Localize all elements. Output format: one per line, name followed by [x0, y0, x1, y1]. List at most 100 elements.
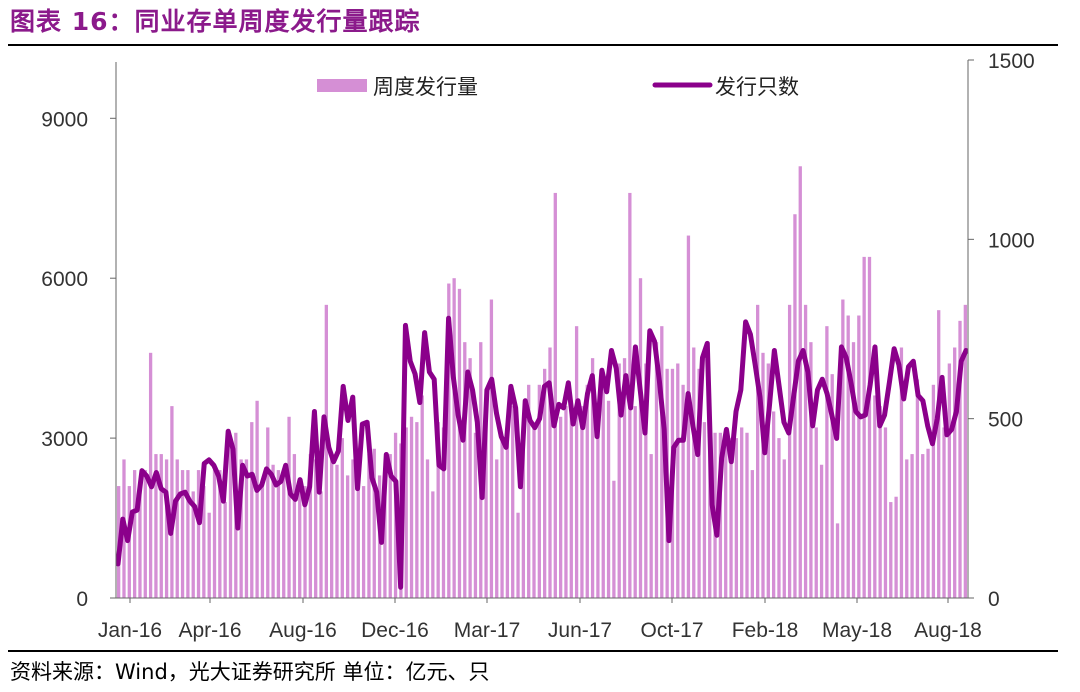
bar: [356, 480, 360, 598]
bar: [143, 470, 147, 598]
bar: [740, 427, 744, 598]
bar: [606, 400, 611, 598]
bar: [867, 256, 872, 598]
bar: [756, 304, 760, 598]
bar: [878, 406, 882, 598]
bar: [148, 352, 153, 598]
bar: [761, 352, 765, 598]
x-tick-label: Dec-16: [361, 619, 429, 642]
bar: [686, 235, 691, 598]
bar: [159, 454, 163, 598]
bar: [798, 166, 802, 598]
bar: [692, 347, 696, 598]
bar: [580, 406, 584, 598]
bar: [910, 454, 914, 598]
bar: [191, 491, 195, 598]
bar: [298, 480, 302, 598]
bar: [793, 214, 797, 599]
bar: [777, 438, 781, 598]
bar: [452, 278, 456, 598]
bar: [660, 326, 664, 598]
bar: [431, 491, 435, 598]
left-tick-label: 9000: [41, 108, 88, 131]
bar: [473, 432, 478, 598]
bar: [851, 342, 856, 598]
x-tick-label: Aug-18: [914, 619, 982, 642]
source-note: 资料来源：Wind，光大证券研究所 单位：亿元、只: [10, 660, 490, 684]
bar: [521, 422, 526, 598]
bar: [883, 427, 888, 598]
bar: [889, 502, 893, 598]
bar: [617, 363, 621, 598]
bar: [537, 384, 541, 598]
bar: [633, 406, 637, 598]
bar: [132, 470, 137, 598]
bar: [724, 432, 728, 598]
bar: [202, 486, 206, 598]
bar: [255, 400, 259, 598]
bar: [351, 459, 355, 598]
bar: [218, 470, 222, 598]
line-series: [115, 315, 969, 590]
bar: [207, 512, 211, 598]
bar: [282, 470, 286, 598]
bar: [276, 470, 281, 598]
bar: [553, 192, 557, 599]
bar: [681, 384, 685, 598]
bar: [489, 299, 494, 598]
bar: [409, 416, 414, 598]
bar: [873, 395, 877, 598]
bar: [803, 304, 808, 598]
left-tick-label: 0: [76, 588, 88, 611]
bar: [676, 363, 680, 598]
x-tick-label: Mar-17: [454, 619, 521, 642]
bar: [361, 486, 366, 598]
bar: [324, 304, 328, 598]
bar: [383, 486, 387, 598]
bar: [420, 395, 424, 598]
bar: [287, 416, 291, 598]
bar: [457, 288, 462, 598]
bar: [340, 438, 344, 598]
bar: [697, 368, 701, 598]
bar: [164, 459, 169, 598]
right-tick-label: 0: [988, 588, 1000, 611]
bar: [596, 406, 600, 598]
bar: [729, 438, 733, 598]
bar: [782, 459, 786, 598]
bar: [303, 486, 307, 598]
bar: [223, 502, 227, 598]
bar: [601, 379, 605, 598]
bar: [931, 384, 936, 598]
bar: [505, 427, 510, 598]
legend-line-label: 发行只数: [715, 75, 799, 99]
bar: [543, 368, 547, 598]
bar: [308, 454, 313, 598]
bar: [345, 475, 350, 598]
bar: [319, 491, 323, 598]
bar: [260, 486, 265, 598]
bar: [330, 454, 334, 598]
bar: [511, 406, 515, 598]
bar: [244, 459, 249, 598]
x-tick-label: Feb-18: [732, 619, 799, 642]
bar: [921, 454, 925, 598]
bar: [787, 304, 792, 598]
chart: 0 3000 6000 9000 0 500 1000 1500 Jan-16 Apr-16 Aug…: [41, 50, 1034, 642]
bar: [590, 358, 595, 598]
bar: [585, 384, 589, 598]
bar: [622, 358, 627, 598]
bar: [894, 496, 898, 598]
bar: [154, 454, 158, 598]
bar: [814, 427, 818, 598]
left-tick-label: 3000: [41, 428, 88, 451]
bar: [926, 448, 930, 598]
bar: [468, 358, 472, 598]
bar: [250, 422, 254, 598]
bar: [809, 342, 813, 598]
bar: [825, 326, 829, 598]
bar: [830, 374, 834, 598]
bar: [766, 363, 770, 598]
bottom-rule: [8, 650, 1058, 652]
bar: [516, 512, 520, 598]
